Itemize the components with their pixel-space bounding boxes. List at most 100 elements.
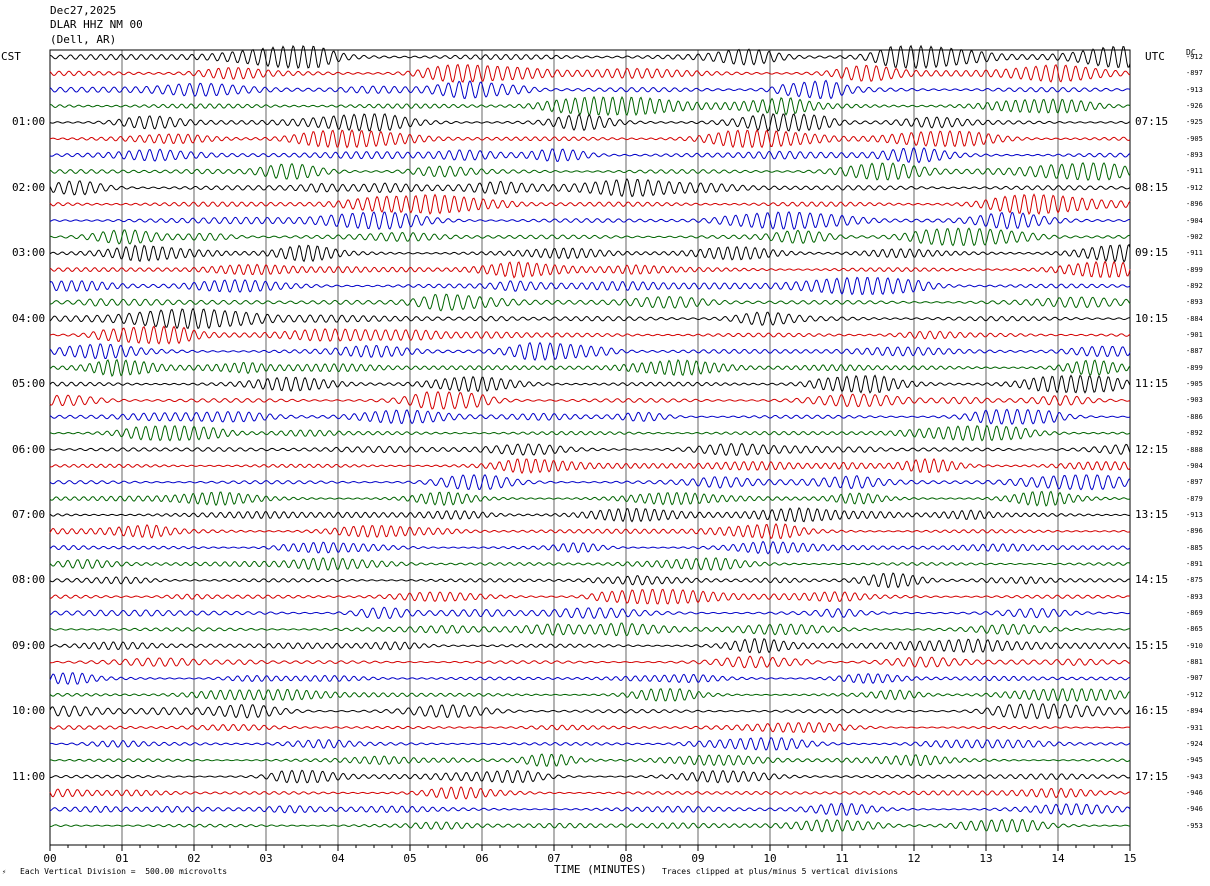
dc-value: -905 [1186, 380, 1203, 389]
dc-value: -901 [1186, 331, 1203, 340]
x-tick-label: 04 [331, 852, 345, 865]
right-time-label: 11:15 [1135, 377, 1169, 391]
clip-note: Traces clipped at plus/minus 5 vertical … [662, 867, 899, 876]
trace-row-23 [49, 424, 1131, 442]
x-tick-label: 15 [1123, 852, 1137, 865]
dc-value: -946 [1186, 805, 1203, 814]
dc-offset-header: DC [1186, 48, 1196, 57]
trace-row-9 [49, 193, 1131, 215]
dc-value: -887 [1186, 347, 1203, 356]
trace-row-14 [49, 276, 1131, 296]
trace-row-18 [49, 341, 1131, 362]
trace-row-12 [49, 243, 1131, 263]
right-time-label: 17:15 [1135, 769, 1169, 783]
dc-value: -911 [1186, 167, 1203, 176]
trace-row-20 [49, 374, 1131, 394]
trace-row-39 [49, 687, 1130, 702]
x-tick-label: 05 [403, 852, 417, 865]
dc-value: -913 [1186, 510, 1203, 519]
trace-row-42 [49, 737, 1131, 751]
dc-value: -911 [1186, 249, 1203, 258]
right-time-label: 13:15 [1135, 507, 1169, 521]
plot-date: Dec27,2025 [50, 4, 117, 17]
right-time-label: 16:15 [1135, 704, 1169, 718]
dc-value: -924 [1186, 739, 1203, 748]
trace-row-45 [49, 786, 1131, 800]
x-tick-label: 01 [115, 852, 129, 865]
x-tick-label: 14 [1051, 852, 1065, 865]
dc-value: -904 [1186, 216, 1203, 225]
trace-row-22 [49, 408, 1131, 426]
right-time-label: 08:15 [1135, 180, 1169, 194]
trace-row-15 [49, 293, 1131, 312]
x-tick-label: 02 [187, 852, 201, 865]
trace-row-29 [49, 522, 1131, 540]
trace-row-46 [49, 802, 1131, 816]
right-time-label: 15:15 [1135, 638, 1169, 652]
dc-value: -925 [1186, 118, 1203, 127]
dc-value: -931 [1186, 723, 1203, 732]
dc-value: -896 [1186, 200, 1203, 209]
trace-row-26 [49, 473, 1131, 491]
logo-icon: ⚡ [2, 868, 7, 876]
trace-row-34 [49, 606, 1131, 620]
station-location: (Dell, AR) [50, 33, 117, 46]
dc-value: -896 [1186, 527, 1203, 536]
trace-row-5 [49, 129, 1131, 149]
dc-value: -946 [1186, 788, 1203, 797]
x-tick-label: 09 [691, 852, 705, 865]
trace-row-47 [50, 818, 1131, 833]
left-time-label: 07:00 [12, 507, 46, 521]
x-tick-label: 07 [547, 852, 561, 865]
dc-value: -888 [1186, 445, 1203, 454]
left-time-label: 11:00 [12, 769, 46, 783]
right-time-label: 12:15 [1135, 442, 1169, 456]
dc-value: -881 [1186, 658, 1203, 667]
dc-value: -912 [1186, 53, 1203, 61]
dc-value: -885 [1186, 543, 1203, 552]
trace-row-25 [49, 458, 1131, 475]
x-tick-label: 08 [619, 852, 633, 865]
dc-value: -899 [1186, 363, 1203, 372]
trace-row-30 [49, 540, 1131, 555]
dc-value: -953 [1186, 821, 1203, 830]
dc-value: -893 [1186, 151, 1203, 160]
trace-row-4 [49, 113, 1131, 132]
left-time-label: 06:00 [12, 442, 46, 456]
x-axis-title: TIME (MINUTES) [554, 863, 647, 876]
trace-row-32 [49, 572, 1131, 589]
trace-row-27 [49, 490, 1131, 507]
right-time-label: 07:15 [1135, 115, 1169, 129]
x-tick-label: 06 [475, 852, 489, 865]
trace-row-1 [49, 63, 1131, 83]
dc-value: -945 [1186, 756, 1203, 765]
trace-row-24 [49, 442, 1131, 457]
dc-value: -886 [1186, 412, 1203, 421]
trace-row-35 [49, 622, 1131, 637]
right-time-label: 10:15 [1135, 311, 1169, 325]
dc-value: -912 [1186, 690, 1203, 699]
x-tick-label: 00 [43, 852, 57, 865]
trace-row-0 [49, 44, 1131, 70]
dc-value: -893 [1186, 592, 1203, 601]
trace-row-31 [49, 557, 1131, 571]
dc-value: -894 [1186, 707, 1203, 716]
dc-value: -884 [1186, 314, 1203, 323]
trace-row-13 [49, 260, 1131, 279]
left-time-label: 04:00 [12, 311, 46, 325]
trace-row-38 [49, 672, 1131, 685]
dc-value: -869 [1186, 609, 1203, 618]
dc-value: -891 [1186, 559, 1203, 568]
dc-value: -910 [1186, 641, 1203, 650]
x-tick-label: 13 [979, 852, 993, 865]
dc-value: -907 [1186, 674, 1203, 683]
dc-value: -897 [1186, 69, 1203, 78]
trace-row-3 [49, 95, 1131, 117]
x-tick-label: 11 [835, 852, 849, 865]
dc-value: -892 [1186, 429, 1203, 438]
trace-row-10 [49, 210, 1131, 231]
left-time-label: 09:00 [12, 638, 46, 652]
trace-row-28 [49, 507, 1131, 523]
left-time-label: 01:00 [12, 115, 46, 129]
